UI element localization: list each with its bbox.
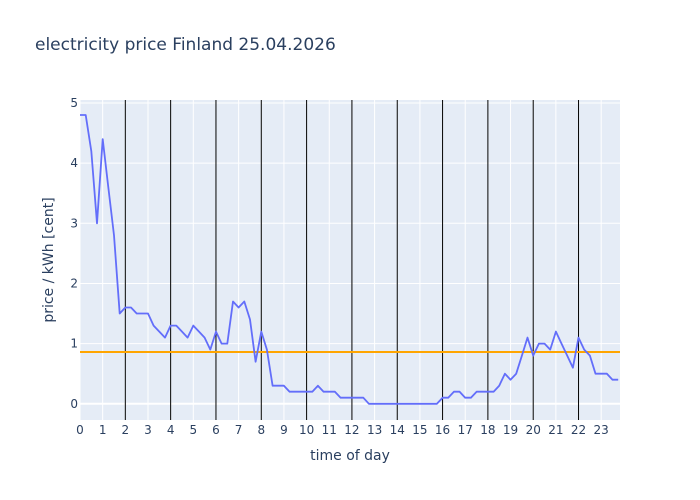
chart-title: electricity price Finland 25.04.2026 [35, 35, 336, 55]
x-tick-label: 1 [99, 423, 107, 437]
x-tick-label: 3 [144, 423, 152, 437]
x-tick-label: 21 [548, 423, 563, 437]
x-tick-label: 12 [344, 423, 359, 437]
x-tick-label: 7 [235, 423, 243, 437]
x-tick-label: 18 [480, 423, 495, 437]
x-tick-label: 4 [167, 423, 175, 437]
x-tick-label: 20 [526, 423, 541, 437]
x-tick-label: 6 [212, 423, 220, 437]
x-tick-label: 14 [390, 423, 405, 437]
y-tick-label: 2 [70, 276, 78, 290]
y-axis-title: price / kWh [cent] [41, 197, 57, 322]
x-tick-label: 11 [322, 423, 337, 437]
tick-label-layer: 0 1 2 3 4 5 6 7 8 9 10 11 12 13 14 15 16 17 18 19 20 21 22 2301… [70, 96, 608, 437]
x-tick-label: 9 [280, 423, 288, 437]
x-tick-label: 15 [412, 423, 427, 437]
x-tick-label: 0 [76, 423, 84, 437]
series-layer [80, 114, 619, 405]
x-tick-label: 8 [257, 423, 265, 437]
plot-background [80, 100, 620, 420]
y-tick-label: 3 [70, 216, 78, 230]
y-tick-label: 4 [70, 156, 78, 170]
x-tick-label: 19 [503, 423, 518, 437]
y-tick-label: 1 [70, 337, 78, 351]
x-tick-label: 2 [122, 423, 130, 437]
x-tick-label: 13 [367, 423, 382, 437]
x-tick-label: 17 [458, 423, 473, 437]
vertical-marker-layer [124, 100, 580, 420]
x-tick-label: 22 [571, 423, 586, 437]
x-axis-title: time of day [310, 448, 390, 464]
x-tick-label: 5 [189, 423, 197, 437]
y-tick-label: 0 [70, 397, 78, 411]
y-tick-label: 5 [70, 96, 78, 110]
x-tick-label: 16 [435, 423, 450, 437]
price-series-line [80, 114, 619, 405]
x-tick-label: 10 [299, 423, 314, 437]
x-tick-label: 23 [594, 423, 609, 437]
